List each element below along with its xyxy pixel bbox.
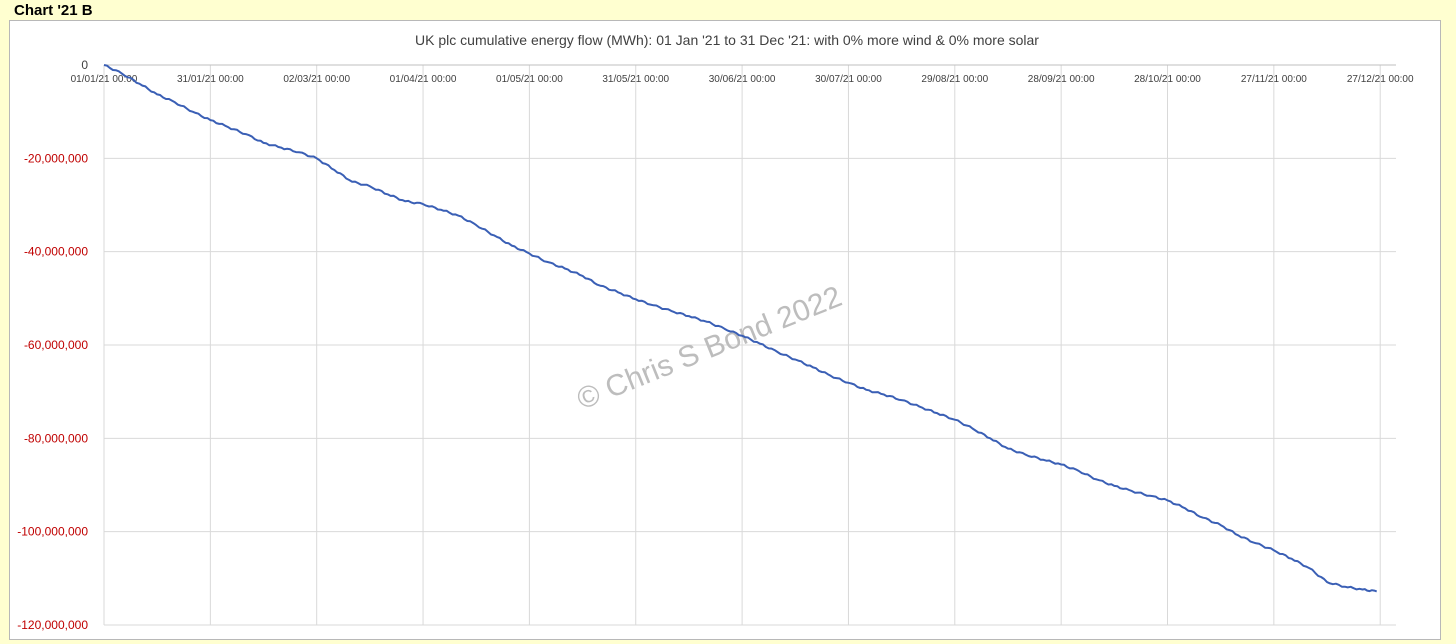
- series-layer: [103, 64, 1378, 593]
- x-tick-label: 01/05/21 00:00: [496, 74, 563, 85]
- x-tick-label: 31/05/21 00:00: [602, 74, 669, 85]
- x-tick-label: 30/07/21 00:00: [815, 74, 882, 85]
- x-tick-label: 27/11/21 00:00: [1241, 74, 1307, 85]
- x-tick-label: 27/12/21 00:00: [1347, 74, 1414, 85]
- chart-title: UK plc cumulative energy flow (MWh): 01 …: [415, 32, 1039, 48]
- x-tick-label: 28/10/21 00:00: [1134, 74, 1201, 85]
- x-tick-label: 01/04/21 00:00: [390, 74, 457, 85]
- chart-label: Chart '21 B: [14, 2, 93, 19]
- y-tick-label: -20,000,000: [24, 151, 88, 165]
- x-tick-label: 01/01/21 00:00: [71, 74, 138, 85]
- y-tick-label: -40,000,000: [24, 245, 88, 259]
- x-tick-label: 31/01/21 00:00: [177, 74, 244, 85]
- x-tick-label: 30/06/21 00:00: [709, 74, 776, 85]
- chart-frame: UK plc cumulative energy flow (MWh): 01 …: [9, 20, 1441, 640]
- y-tick-label: -100,000,000: [17, 525, 88, 539]
- y-tick-label: -60,000,000: [24, 338, 88, 352]
- grid-lines: [103, 65, 1396, 626]
- y-tick-label: -80,000,000: [24, 431, 88, 445]
- chart-svg: UK plc cumulative energy flow (MWh): 01 …: [17, 32, 1414, 632]
- x-tick-labels: 01/01/21 00:00 31/01/21 00:00 02/03/21 00:…: [71, 74, 1414, 85]
- watermark: © Chris S Bond 2022: [572, 280, 846, 416]
- series-line: [103, 64, 1378, 593]
- y-tick-label: 0: [81, 58, 88, 72]
- x-tick-label: 02/03/21 00:00: [283, 74, 350, 85]
- x-tick-label: 29/08/21 00:00: [921, 74, 988, 85]
- y-tick-labels: 0 -20,000,000 -40,000,000 -60,000,000 -80,00…: [17, 58, 88, 632]
- y-tick-label: -120,000,000: [17, 618, 88, 632]
- x-tick-label: 28/09/21 00:00: [1028, 74, 1095, 85]
